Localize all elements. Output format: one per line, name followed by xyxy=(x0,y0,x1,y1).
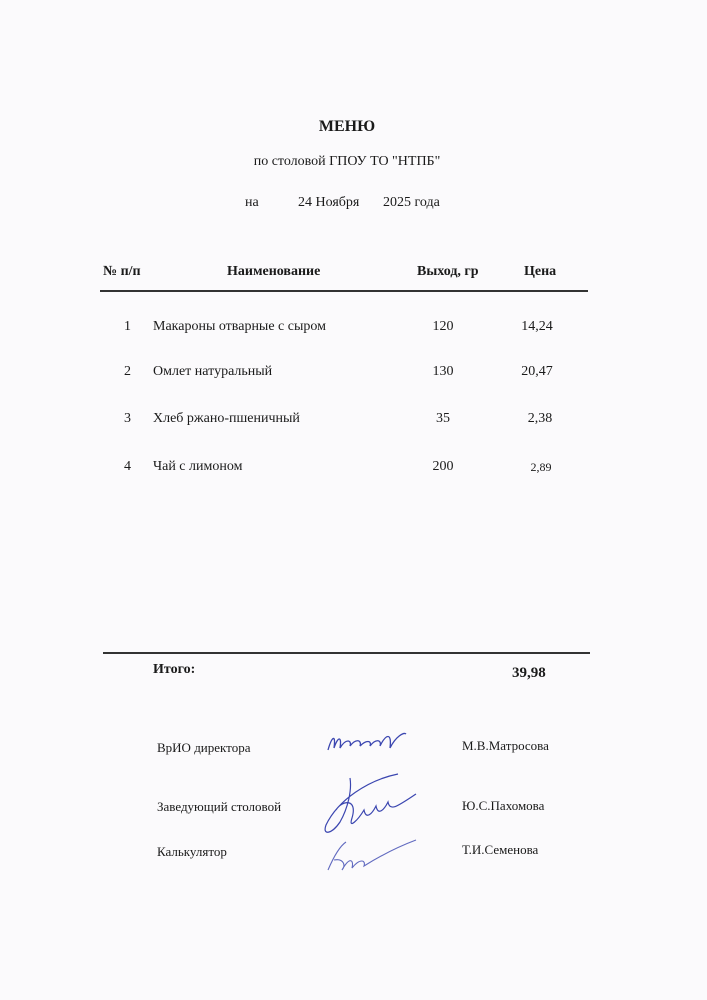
total-label: Итого: xyxy=(153,662,196,677)
row-price: 2,89 xyxy=(530,460,552,474)
row-price: 2,38 xyxy=(527,411,553,426)
header-divider xyxy=(100,290,588,292)
handwritten-signature-director xyxy=(327,732,407,751)
signature-role: ВрИО директора xyxy=(157,740,251,755)
total-value: 39,98 xyxy=(512,665,546,681)
row-number: 2 xyxy=(124,364,131,379)
handwritten-signature-calculator xyxy=(327,839,417,871)
subtitle: по столовой ГПОУ ТО "НТПБ" xyxy=(253,154,441,169)
row-output: 35 xyxy=(436,411,450,426)
signature-name: М.В.Матросова xyxy=(462,738,549,753)
signature-name: Т.И.Семенова xyxy=(462,842,539,857)
row-name: Омлет натуральный xyxy=(153,364,273,379)
row-output: 120 xyxy=(432,319,454,334)
row-price: 20,47 xyxy=(521,364,553,379)
header-output: Выход, гр xyxy=(417,264,479,279)
date-day-month: 24 Ноября xyxy=(298,195,360,210)
date-year: 2025 года xyxy=(383,195,440,210)
row-output: 130 xyxy=(432,364,454,379)
row-number: 1 xyxy=(124,319,131,334)
row-output: 200 xyxy=(432,459,454,474)
row-name: Чай с лимоном xyxy=(153,459,243,474)
signature-role: Калькулятор xyxy=(157,844,227,859)
total-divider xyxy=(103,652,590,654)
handwritten-signature-canteen-head xyxy=(324,773,417,833)
signature-name: Ю.С.Пахомова xyxy=(462,798,545,813)
header-number: № п/п xyxy=(103,264,141,279)
row-number: 4 xyxy=(124,459,131,474)
signature-role: Заведующий столовой xyxy=(157,799,282,814)
header-price: Цена xyxy=(524,264,557,279)
header-name: Наименование xyxy=(227,264,321,279)
row-name: Хлеб ржано-пшеничный xyxy=(153,411,300,426)
row-number: 3 xyxy=(124,411,131,426)
date-prefix: на xyxy=(245,195,259,210)
page-title: МЕНЮ xyxy=(318,118,376,135)
row-price: 14,24 xyxy=(521,319,553,334)
row-name: Макароны отварные с сыром xyxy=(153,319,326,334)
